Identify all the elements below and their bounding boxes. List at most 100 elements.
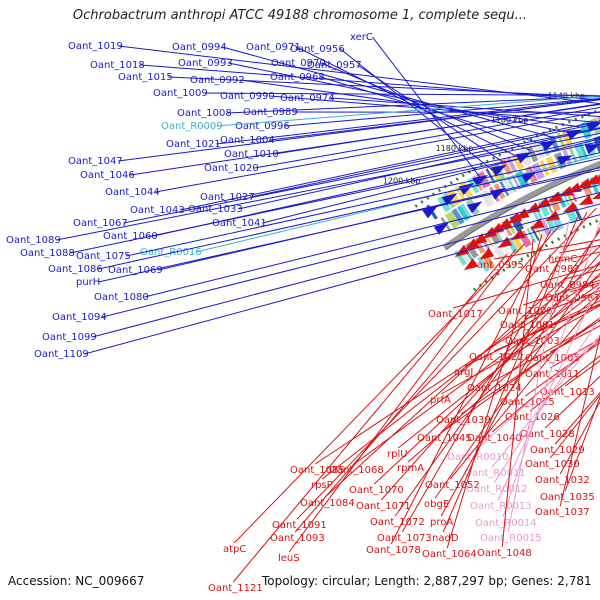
forward-gene-label: Oant_1019	[68, 41, 123, 52]
forward-leader-line	[155, 111, 600, 193]
reverse-gene-arrow	[525, 202, 541, 214]
forward-gene-label: Oant_1069	[108, 265, 163, 276]
forward-gene-label: Oant_1015	[118, 72, 173, 83]
forward-gene-label: Oant_0993	[178, 58, 233, 69]
forward-gene-label: Oant_0974	[280, 93, 335, 104]
backbone	[442, 160, 600, 251]
reverse-leader-line	[440, 226, 600, 517]
forward-leader-line	[180, 120, 600, 211]
reverse-gene-arrow	[454, 244, 470, 258]
reverse-gene-arrow	[545, 210, 561, 222]
reverse-leader-line	[501, 239, 534, 548]
reverse-gene-label: rpsP	[311, 480, 333, 491]
cog-feature	[506, 177, 517, 193]
map-title: Ochrobactrum anthropi ATCC 49188 chromos…	[72, 8, 528, 23]
forward-gene-label: Oant_0971	[246, 42, 301, 53]
forward-gene-label: Oant_0994	[172, 42, 227, 53]
forward-gene-label: Oant_1009	[153, 88, 208, 99]
reverse-leader-line	[544, 375, 600, 429]
forward-gene-label: Oant_1046	[80, 170, 135, 181]
reverse-gene-label: Oant_0982	[525, 264, 580, 275]
cog-feature	[511, 152, 524, 170]
forward-leader-line	[262, 138, 600, 224]
reverse-leader-line	[507, 220, 570, 533]
reverse-gene-arrow	[472, 233, 488, 246]
reverse-gene-label: Oant_1091	[272, 520, 327, 531]
forward-leader-line	[126, 152, 600, 257]
forward-leader-line	[70, 141, 600, 254]
reverse-leader-line	[474, 336, 600, 452]
forward-gene-label: Oant_1088	[20, 248, 75, 259]
forward-leader-line	[98, 169, 600, 283]
forward-label-group: xerCOant_0956Oant_0957Oant_0971Oant_0970…	[6, 32, 600, 360]
reverse-gene-arrow	[547, 191, 563, 203]
reverse-gene-label: Oant_1028	[520, 429, 575, 440]
reverse-gene-arrow	[497, 218, 512, 230]
forward-gene-arrow	[422, 205, 438, 219]
reverse-gene-label: Oant_1001	[500, 320, 555, 331]
forward-leader-line	[321, 62, 531, 151]
reverse-leader-line	[401, 211, 588, 533]
reverse-gene-label: Oant_1121	[208, 583, 263, 594]
forward-gene-arrow	[584, 143, 600, 155]
reverse-leader-line	[559, 400, 600, 475]
reverse-gene-arrow	[576, 178, 592, 189]
reverse-leader-line	[502, 219, 600, 518]
forward-gene-label: Oant_0996	[235, 121, 290, 132]
forward-gene-label: Oant_0992	[190, 75, 245, 86]
reverse-leader-line	[294, 224, 561, 533]
cog-feature	[456, 205, 470, 222]
reverse-gene-label: Oant_R0015	[480, 533, 542, 544]
forward-gene-label: Oant_1094	[52, 312, 107, 323]
reverse-gene-label: Oant_1032	[535, 475, 590, 486]
forward-gene-label: Oant_1086	[48, 264, 103, 275]
forward-gene-label: Oant_1099	[42, 332, 97, 343]
reverse-gene-label: Oant_1093	[270, 533, 325, 544]
reverse-leader-line	[493, 316, 600, 484]
forward-gene-arrow	[441, 193, 458, 206]
forward-gene-label: Oant_0970	[271, 58, 326, 69]
reverse-gene-arrow	[507, 212, 523, 224]
forward-gene-label: Oant_1067	[73, 218, 128, 229]
backbone-arc	[442, 160, 600, 250]
forward-gene-label: Oant_0990	[220, 91, 275, 102]
forward-gene-label: Oant_1047	[68, 156, 123, 167]
forward-leader-line	[250, 122, 600, 198]
reverse-leader-line	[373, 272, 600, 485]
reverse-gene-label: Oant_1071	[356, 501, 411, 512]
forward-gene-label: Oant_1018	[90, 60, 145, 71]
forward-gene-label: Oant_1089	[6, 235, 61, 246]
reverse-gene-arrow	[463, 258, 479, 271]
cog-feature	[445, 211, 461, 229]
reverse-leader-line	[449, 295, 600, 480]
reverse-gene-label: Oant_1037	[535, 507, 590, 518]
reverse-gene-label: Oant_1005	[525, 353, 580, 364]
backbone-shadow	[445, 166, 600, 251]
forward-leader-line	[216, 98, 600, 145]
accession-text: Accession: NC_009667	[8, 574, 145, 588]
forward-gene-label: Oant_0989	[243, 107, 298, 118]
reverse-gene-label: Oant_1035	[540, 492, 595, 503]
reverse-gene-label: Oant_R0014	[475, 518, 537, 529]
forward-leader-line	[56, 132, 600, 241]
forward-gene-label: Oant_1043	[130, 205, 185, 216]
forward-gene-arrow	[490, 164, 507, 177]
reverse-gene-label: Oant_R0013	[470, 501, 532, 512]
reverse-gene-arrow	[585, 174, 600, 185]
reverse-gene-label: Oant_1084	[300, 498, 355, 509]
cog-feature	[511, 174, 522, 190]
reverse-gene-label: Oant_1024	[467, 383, 522, 394]
reverse-gene-label: Oant_1072	[370, 517, 425, 528]
reverse-gene-label: argJ	[454, 367, 473, 378]
reverse-leader-line	[394, 229, 600, 517]
reverse-gene-label: Oant_1030	[525, 459, 580, 470]
reverse-leader-line	[288, 248, 517, 553]
forward-gene-label: Oant_1033	[188, 204, 243, 215]
forward-leader-line	[144, 184, 600, 298]
reverse-leader-line	[494, 239, 600, 260]
reverse-gene-label: Oant_R0010	[447, 452, 509, 463]
reverse-gene-label: Oant_1073	[377, 533, 432, 544]
reverse-gene-arrow	[592, 192, 600, 200]
forward-gene-arrow	[466, 201, 483, 214]
forward-leader-line	[84, 214, 600, 355]
